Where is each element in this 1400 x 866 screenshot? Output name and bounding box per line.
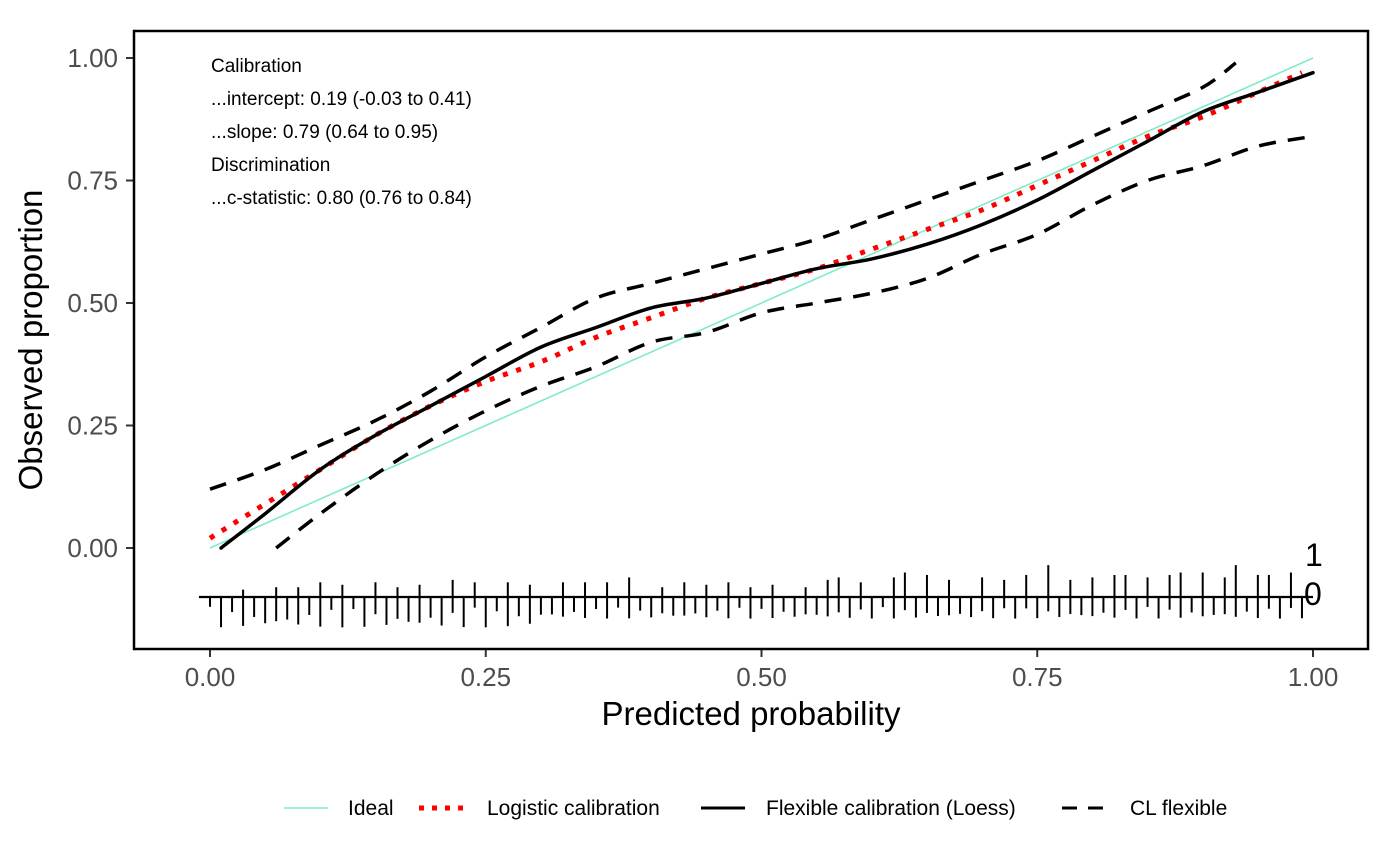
legend: Ideal Logistic calibration Flexible cali… [284, 797, 1227, 820]
x-tick-label: 0.50 [736, 662, 787, 692]
legend-label-cl-flexible: CL flexible [1130, 797, 1227, 820]
annotation-line: Calibration [211, 56, 302, 77]
x-tick-label: 0.25 [460, 662, 511, 692]
y-tick-label: 1.00 [67, 43, 118, 73]
x-axis-title: Predicted probability [602, 695, 901, 732]
series-cl-upper-line [209, 61, 1237, 491]
series-flexible-line [219, 70, 1315, 550]
annotation-block: Calibration ...intercept: 0.19 (-0.03 to… [211, 56, 472, 209]
x-tick-label: 0.00 [185, 662, 236, 692]
x-tick-label: 0.75 [1012, 662, 1063, 692]
calibration-lines [208, 57, 1315, 550]
y-tick-label: 0.00 [67, 533, 118, 563]
x-tick-label: 1.00 [1288, 662, 1339, 692]
y-tick-label: 0.25 [67, 411, 118, 441]
annotation-line: Discrimination [211, 155, 330, 176]
legend-label-flexible: Flexible calibration (Loess) [766, 797, 1016, 820]
rug-label-outcome-1: 1 [1305, 537, 1323, 573]
rug-plot [198, 565, 1313, 628]
plot-panel-border [132, 29, 1370, 651]
y-tick-label: 0.75 [67, 166, 118, 196]
legend-label-logistic: Logistic calibration [487, 797, 660, 820]
y-tick-label: 0.50 [67, 288, 118, 318]
rug-label-outcome-0: 0 [1304, 576, 1322, 612]
legend-label-ideal: Ideal [348, 797, 394, 820]
series-ideal-line [209, 57, 1314, 549]
annotation-line: ...c-statistic: 0.80 (0.76 to 0.84) [211, 188, 472, 209]
y-axis-title: Observed proportion [12, 190, 49, 491]
annotation-line: ...slope: 0.79 (0.64 to 0.95) [211, 122, 438, 143]
series-cl-lower-line [275, 134, 1314, 550]
annotation-line: ...intercept: 0.19 (-0.03 to 0.41) [211, 89, 472, 110]
axis-ticks: 0.00 0.25 0.50 0.75 1.00 0.00 0.25 0.50 0.75 1.00 [67, 43, 1338, 692]
